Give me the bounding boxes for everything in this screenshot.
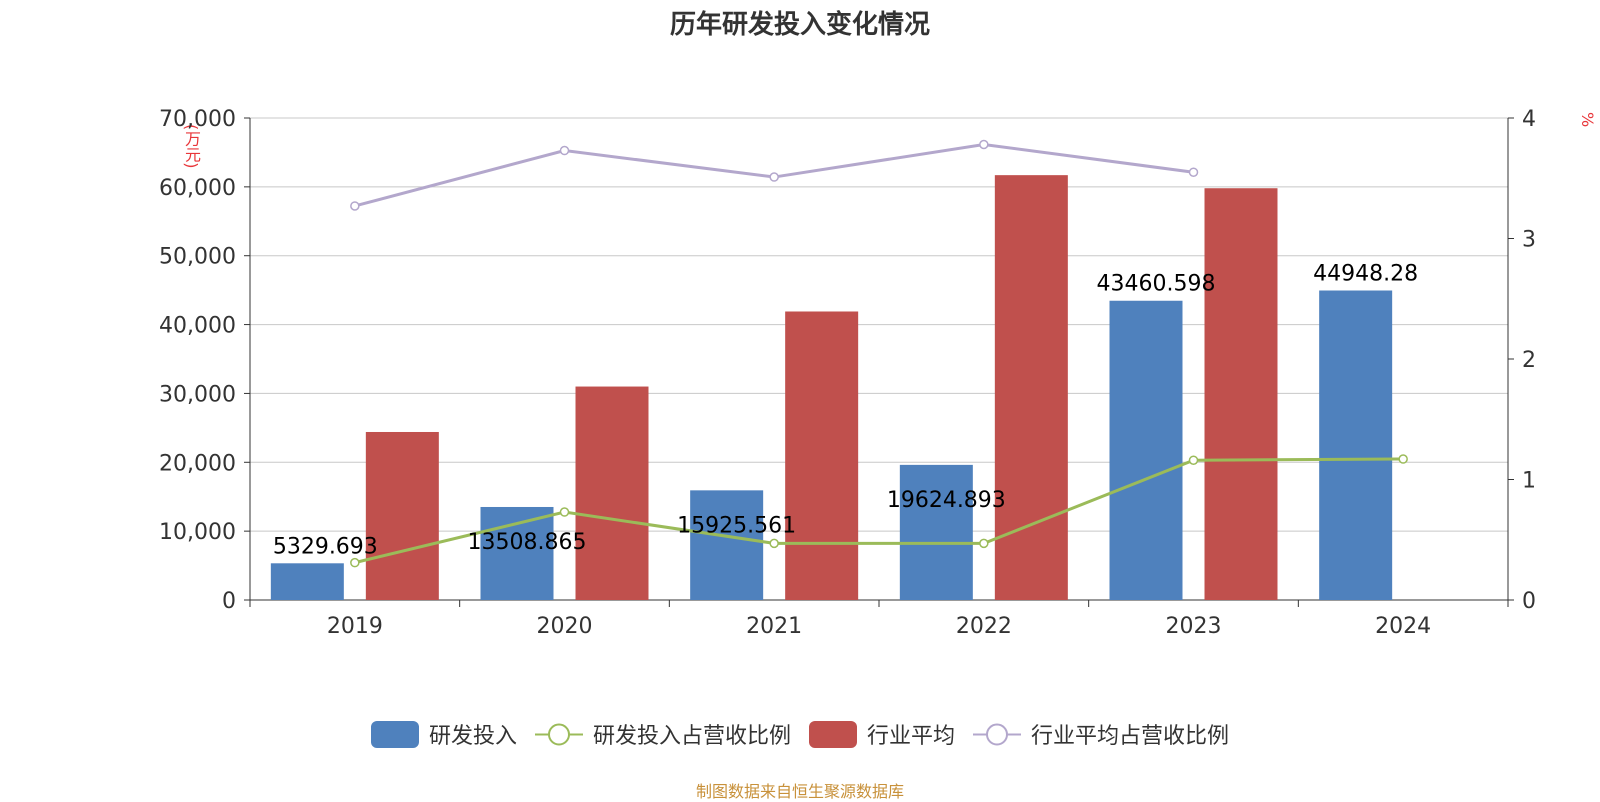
data-label-rd: 19624.893: [887, 488, 1006, 513]
legend-swatch-rd: [370, 720, 419, 748]
x-axis-tick-label: 2022: [956, 614, 1012, 639]
point-rd-ratio: [559, 507, 570, 517]
x-axis-tick-label: 2021: [746, 614, 802, 639]
bar-rd: [270, 563, 344, 600]
bar-industry: [1204, 188, 1278, 600]
bar-industry: [575, 386, 649, 600]
point-industry-ratio: [769, 172, 779, 182]
legend-label-rd: 研发投入: [428, 724, 517, 749]
bar-industry: [365, 431, 439, 600]
legend-item-industry-ratio[interactable]: 行业平均占营收比例: [973, 718, 1229, 750]
legend-swatch-industry-ratio: [973, 723, 1022, 745]
data-label-rd: 15925.561: [677, 513, 796, 538]
point-industry-ratio: [350, 201, 360, 211]
right-axis-tick-label: 4: [1522, 107, 1536, 132]
point-industry-ratio: [559, 145, 570, 156]
point-rd-ratio: [979, 538, 989, 549]
left-axis-tick-label: 40,000: [159, 314, 236, 339]
legend-item-industry[interactable]: 行业平均: [809, 718, 955, 750]
point-industry-ratio: [979, 139, 989, 150]
right-axis-tick-label: 0: [1522, 589, 1536, 614]
left-axis-tick-label: 30,000: [159, 382, 236, 407]
legend-label-industry: 行业平均: [867, 724, 956, 749]
x-axis-tick-label: 2020: [537, 614, 593, 639]
legend: 研发投入 研发投入占营收比例 行业平均 行业平均占营收比例: [0, 718, 1600, 750]
bar-rd: [1109, 300, 1183, 600]
bar-industry: [994, 175, 1068, 600]
x-axis-tick-label: 2019: [327, 614, 383, 639]
point-rd-ratio: [1398, 454, 1408, 464]
right-axis-unit: %: [1578, 112, 1597, 128]
data-label-rd: 5329.693: [273, 534, 378, 559]
legend-swatch-industry: [809, 720, 857, 748]
point-rd-ratio: [350, 557, 360, 568]
data-label-rd: 44948.28: [1313, 261, 1418, 286]
left-axis-tick-label: 20,000: [159, 451, 236, 476]
x-axis-tick-label: 2024: [1375, 614, 1431, 639]
point-rd-ratio: [769, 538, 779, 549]
x-axis-tick-label: 2023: [1166, 614, 1222, 639]
left-axis-tick-label: 70,000: [159, 107, 236, 132]
data-label-rd: 13508.865: [468, 530, 587, 555]
data-label-rd: 43460.598: [1097, 272, 1216, 297]
bar-rd: [899, 464, 973, 600]
legend-label-industry-ratio: 行业平均占营收比例: [1031, 724, 1230, 749]
legend-swatch-rd-ratio: [534, 723, 583, 745]
source-note: 制图数据来自恒生聚源数据库: [695, 782, 904, 801]
left-axis-unit: (万元): [182, 124, 201, 169]
bar-rd: [690, 490, 764, 600]
right-axis-tick-label: 3: [1522, 228, 1536, 253]
left-axis-tick-label: 60,000: [159, 176, 236, 201]
bar-rd: [1319, 290, 1393, 600]
left-axis-tick-label: 10,000: [159, 520, 236, 545]
bar-industry: [785, 311, 859, 600]
left-axis-tick-label: 50,000: [159, 245, 236, 270]
line-rd-ratio: [354, 457, 1404, 565]
right-axis-tick-label: 1: [1522, 469, 1536, 494]
right-axis-tick-label: 2: [1522, 348, 1536, 373]
legend-item-rd-ratio[interactable]: 研发投入占营收比例: [534, 718, 791, 750]
legend-label-rd-ratio: 研发投入占营收比例: [592, 724, 791, 749]
point-rd-ratio: [1188, 455, 1199, 465]
point-industry-ratio: [1188, 167, 1199, 177]
left-axis-tick-label: 0: [222, 589, 236, 614]
legend-item-rd[interactable]: 研发投入: [370, 718, 517, 750]
chart-title: 历年研发投入变化情况: [669, 10, 930, 40]
combo-chart: 0 10,000 20,000 30,000 40,000 50,000 60,000 70,…: [159, 107, 1536, 639]
